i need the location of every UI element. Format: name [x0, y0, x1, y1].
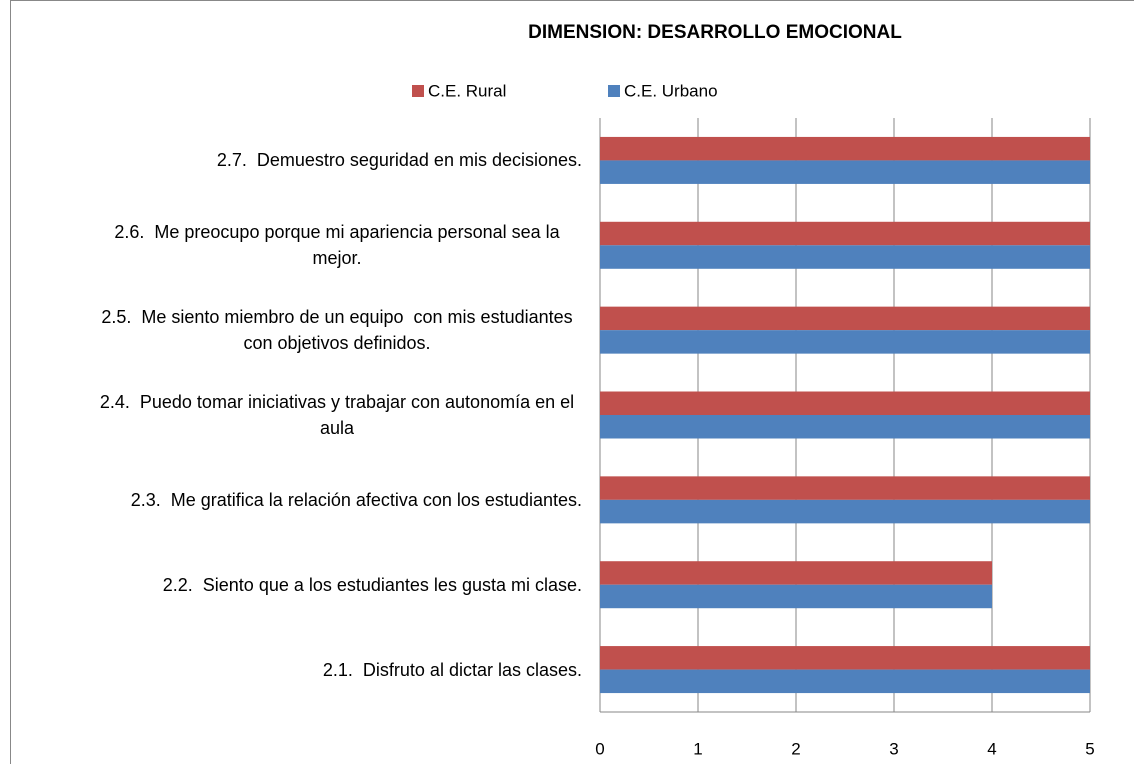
legend-label: C.E. Urbano: [624, 81, 718, 100]
bar: [600, 646, 1090, 670]
y-tick-label: 2.7. Demuestro seguridad en mis decision…: [216, 150, 582, 171]
bar: [600, 330, 1090, 354]
y-tick-label: 2.6. Me preocupo porque mi apariencia pe…: [114, 222, 565, 269]
y-tick-label-box: 2.6. Me preocupo porque mi apariencia pe…: [92, 203, 582, 288]
bar: [600, 584, 992, 609]
y-tick-label: 2.3. Me gratifica la relación afectiva c…: [130, 489, 582, 510]
y-tick-label: 2.4. Puedo tomar iniciativas y trabajar …: [99, 391, 580, 438]
legend-label: C.E. Rural: [428, 81, 506, 100]
x-tick-label: 4: [987, 739, 996, 758]
y-tick-label: 2.1. Disfruto al dictar las clases.: [322, 659, 582, 680]
bar: [600, 391, 1090, 415]
x-tick-label: 3: [889, 739, 898, 758]
bar: [600, 306, 1090, 331]
bar: [600, 415, 1090, 439]
legend-swatch: [608, 85, 620, 97]
y-tick-label-box: 2.4. Puedo tomar iniciativas y trabajar …: [92, 373, 582, 458]
bar: [600, 476, 1090, 500]
chart-title: DIMENSION: DESARROLLO EMOCIONAL: [528, 22, 902, 43]
y-tick-label-box: 2.3. Me gratifica la relación afectiva c…: [131, 457, 582, 542]
bar: [600, 160, 1090, 184]
bar: [600, 669, 1090, 694]
y-tick-label-box: 2.1. Disfruto al dictar las clases.: [323, 627, 582, 712]
y-tick-label-box: 2.5. Me siento miembro de un equipo con …: [92, 288, 582, 373]
frame: [10, 0, 1134, 764]
y-tick-label-box: 2.2. Siento que a los estudiantes les gu…: [163, 542, 582, 627]
x-tick-label: 0: [595, 739, 604, 758]
bar: [600, 221, 1090, 246]
bar: [600, 561, 992, 585]
bar: [600, 499, 1090, 524]
bar: [600, 136, 1090, 161]
bar: [600, 245, 1090, 269]
x-tick-label: 2: [791, 739, 800, 758]
x-tick-label: 5: [1085, 739, 1094, 758]
y-tick-label: 2.2. Siento que a los estudiantes les gu…: [162, 574, 582, 595]
y-tick-label: 2.5. Me siento miembro de un equipo con …: [101, 307, 578, 354]
x-tick-label: 1: [693, 739, 702, 758]
y-tick-label-box: 2.7. Demuestro seguridad en mis decision…: [217, 118, 582, 203]
legend-swatch: [412, 85, 424, 97]
